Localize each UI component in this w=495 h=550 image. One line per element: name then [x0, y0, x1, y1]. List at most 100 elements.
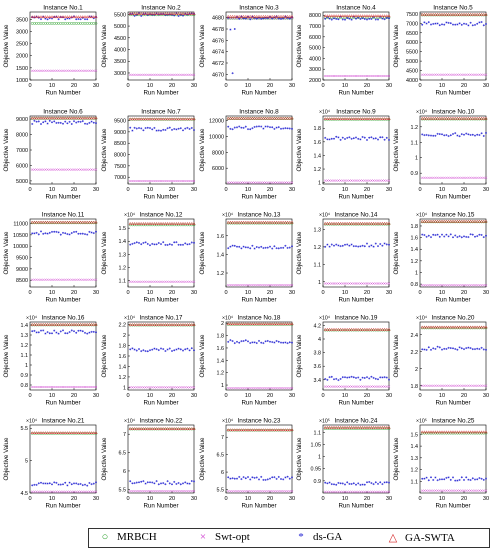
panel-title: Instance No.7: [141, 109, 181, 116]
ds-ga-point: [79, 120, 82, 123]
swt-opt-point: [449, 489, 452, 492]
ds-ga-point: [280, 17, 282, 20]
swt-opt-point: [284, 283, 287, 287]
ga-swta-point: [422, 430, 426, 434]
ga-swta-point: [442, 12, 446, 16]
ga-swta-point: [422, 12, 426, 16]
swt-opt-point: [148, 490, 152, 493]
ga-swta-point: [363, 327, 367, 331]
ga-swta-point: [350, 221, 354, 225]
ga-swta-point: [451, 219, 455, 223]
ga-swta-point: [148, 427, 152, 430]
ga-swta-point: [41, 15, 45, 19]
ds-ga-point: [280, 246, 282, 249]
swt-opt-point: [131, 179, 134, 183]
ds-ga-point: [188, 12, 191, 15]
ds-ga-point: [182, 14, 184, 17]
swt-opt-point: [192, 280, 196, 283]
ga-swta-point: [372, 327, 376, 331]
ga-swta-point: [72, 322, 76, 326]
swt-opt-point: [133, 280, 136, 283]
ga-swta-point: [440, 219, 444, 223]
swt-opt-point: [129, 73, 132, 77]
swt-opt-point: [227, 181, 230, 184]
plot-frame: [322, 218, 390, 288]
y-tick-label: 10000: [209, 135, 224, 141]
swt-opt-point: [385, 282, 388, 285]
x-tick-label: 0: [126, 393, 129, 399]
ds-ga-point: [328, 17, 331, 20]
ga-swta-point: [135, 117, 139, 121]
ds-ga-point: [264, 246, 267, 249]
swt-opt-point: [445, 284, 448, 287]
ga-swta-point: [440, 116, 444, 120]
swt-opt-point: [350, 74, 353, 78]
ds-ga-point: [193, 349, 195, 352]
ds-ga-point: [86, 18, 89, 21]
ds-ga-point: [366, 242, 368, 245]
swt-opt-point: [443, 176, 446, 179]
y-tick-label: 8000: [16, 133, 28, 139]
ga-swta-point: [482, 325, 486, 329]
ds-ga-point: [62, 483, 64, 486]
panel-title: Instance No.9: [336, 109, 376, 116]
swt-opt-point: [370, 490, 373, 493]
ga-swta-point: [484, 430, 488, 434]
ga-swta-point: [43, 322, 47, 326]
ga-swta-point: [275, 116, 279, 120]
ga-swta-point: [157, 322, 161, 326]
ds-ga-point: [44, 17, 47, 20]
swt-opt-point: [465, 176, 468, 179]
swt-opt-point: [357, 490, 360, 493]
ds-ga-point: [140, 127, 143, 130]
swt-opt-point: [166, 179, 169, 183]
ds-ga-point: [449, 347, 452, 350]
ds-ga-point: [231, 72, 234, 75]
ds-ga-point: [449, 22, 452, 25]
plot-frame: [29, 218, 97, 288]
y-axis-label: Objective Value: [393, 24, 400, 67]
ga-swta-point: [192, 322, 196, 326]
ds-ga-point: [151, 242, 154, 245]
swt-opt-point: [436, 284, 439, 287]
swt-opt-point: [55, 385, 58, 389]
ga-swta-point: [374, 221, 378, 225]
swt-opt-point: [427, 176, 430, 179]
ds-ga-point: [385, 376, 388, 379]
ga-swta-point: [61, 220, 65, 224]
swt-opt-point: [288, 490, 291, 493]
ga-swta-point: [266, 428, 270, 432]
ds-ga-point: [179, 243, 182, 246]
swt-opt-point: [90, 69, 93, 72]
y-axis-label: Objective Value: [199, 24, 206, 67]
ds-ga-point: [140, 14, 143, 17]
ga-swta-point: [233, 14, 237, 18]
swt-opt-point: [443, 489, 446, 492]
ds-ga-point: [240, 126, 243, 129]
ds-ga-point: [184, 348, 187, 351]
ga-swta-point: [281, 116, 285, 120]
ga-swta-point: [345, 327, 349, 331]
swt-opt-point: [381, 490, 384, 493]
y-tick-label: 4.5: [21, 491, 29, 497]
ga-swta-point: [365, 221, 369, 225]
ga-swta-point: [141, 322, 145, 326]
swt-opt-point: [343, 490, 347, 493]
swt-opt-point: [370, 385, 373, 388]
x-tick-label: 0: [321, 290, 324, 296]
ds-ga-point: [251, 15, 254, 18]
swt-opt-point: [335, 179, 338, 182]
ga-swta-point: [259, 428, 263, 432]
ds-ga-point: [370, 244, 373, 247]
swt-opt-point: [365, 179, 369, 182]
ds-ga-point: [77, 232, 80, 235]
ds-ga-point: [149, 349, 151, 352]
ds-ga-point: [81, 330, 84, 333]
swt-opt-point: [374, 179, 377, 182]
ga-swta-point: [372, 425, 376, 429]
ga-swta-point: [466, 430, 470, 434]
ga-swta-point: [174, 11, 178, 15]
swt-opt-point: [421, 284, 424, 287]
swt-opt-point: [268, 181, 272, 184]
ds-ga-point: [155, 348, 158, 351]
